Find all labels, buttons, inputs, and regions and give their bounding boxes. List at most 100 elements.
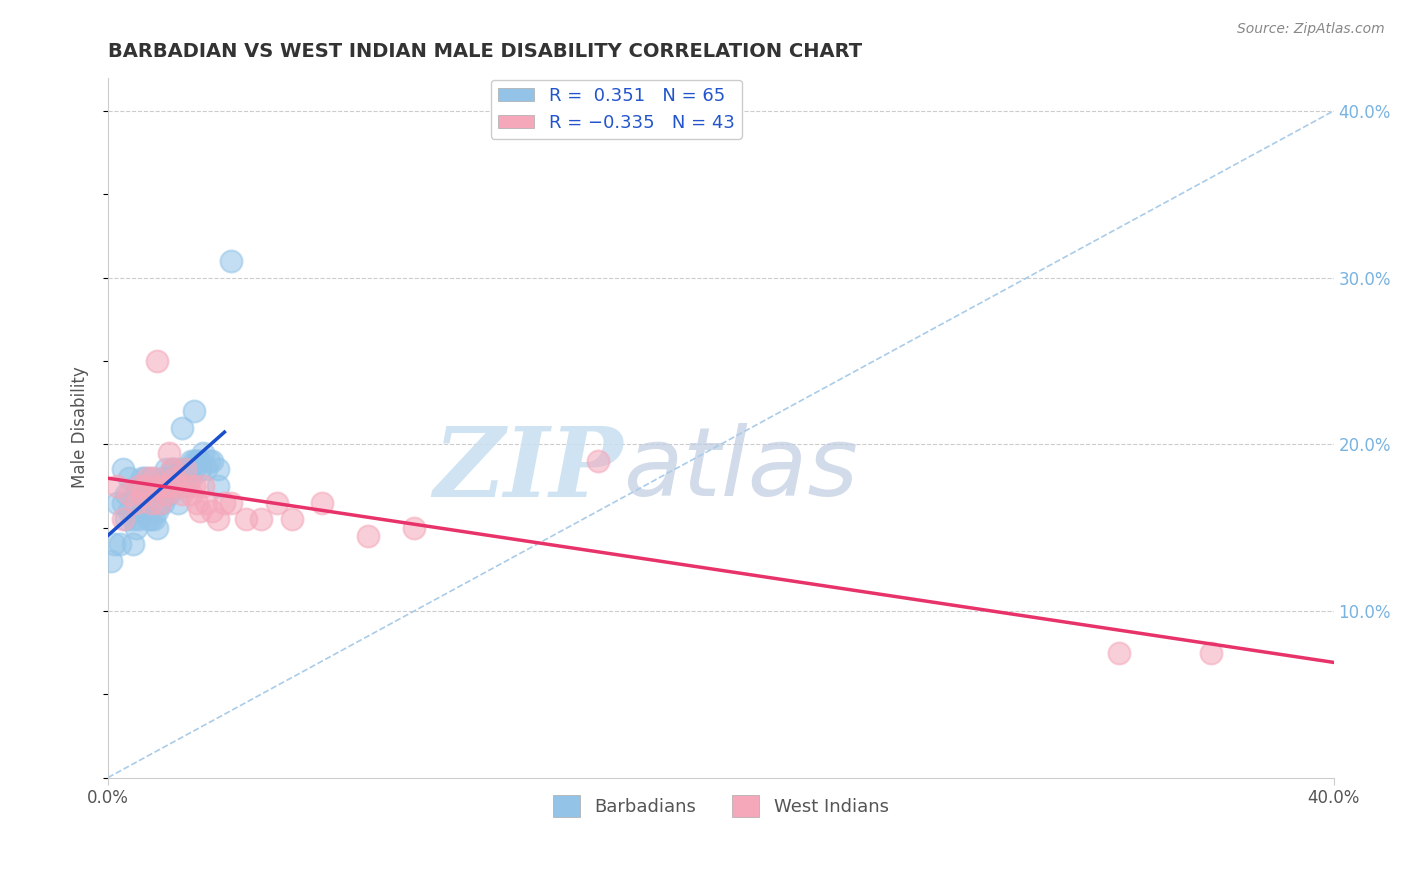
Point: [1108, 646, 1130, 660]
Point: [183, 404, 205, 418]
Point: [176, 479, 198, 493]
Point: [162, 479, 184, 493]
Point: [195, 495, 218, 509]
Point: [136, 512, 159, 526]
Point: [139, 512, 162, 526]
Point: [173, 479, 195, 493]
Point: [155, 487, 177, 501]
Point: [139, 495, 162, 509]
Text: ZIP: ZIP: [433, 423, 623, 516]
Point: [121, 537, 143, 551]
Point: [357, 529, 380, 543]
Y-axis label: Male Disability: Male Disability: [72, 367, 89, 489]
Point: [173, 462, 195, 476]
Point: [112, 462, 135, 476]
Point: [183, 462, 205, 476]
Point: [121, 512, 143, 526]
Text: atlas: atlas: [623, 423, 858, 516]
Point: [167, 479, 190, 493]
Point: [162, 462, 184, 476]
Point: [149, 479, 172, 493]
Point: [115, 487, 138, 501]
Point: [281, 512, 304, 526]
Point: [118, 504, 141, 518]
Point: [207, 512, 229, 526]
Point: [250, 512, 273, 526]
Point: [110, 537, 132, 551]
Point: [149, 495, 172, 509]
Point: [105, 495, 128, 509]
Point: [173, 462, 195, 476]
Point: [103, 537, 125, 551]
Point: [165, 470, 187, 484]
Point: [186, 454, 208, 468]
Point: [131, 470, 153, 484]
Point: [188, 454, 211, 468]
Text: Source: ZipAtlas.com: Source: ZipAtlas.com: [1237, 22, 1385, 37]
Point: [186, 454, 208, 468]
Point: [157, 479, 180, 493]
Point: [134, 479, 156, 493]
Point: [155, 462, 177, 476]
Point: [201, 504, 224, 518]
Point: [118, 487, 141, 501]
Point: [180, 454, 202, 468]
Point: [115, 512, 138, 526]
Point: [198, 454, 221, 468]
Point: [124, 495, 146, 509]
Point: [180, 487, 202, 501]
Point: [176, 462, 198, 476]
Point: [139, 470, 162, 484]
Point: [131, 487, 153, 501]
Point: [128, 479, 150, 493]
Point: [170, 420, 193, 434]
Point: [207, 479, 229, 493]
Point: [142, 479, 165, 493]
Point: [142, 512, 165, 526]
Legend: Barbadians, West Indians: Barbadians, West Indians: [546, 788, 896, 824]
Point: [131, 504, 153, 518]
Point: [157, 445, 180, 459]
Text: BARBADIAN VS WEST INDIAN MALE DISABILITY CORRELATION CHART: BARBADIAN VS WEST INDIAN MALE DISABILITY…: [108, 42, 862, 61]
Point: [183, 479, 205, 493]
Point: [201, 454, 224, 468]
Point: [170, 487, 193, 501]
Point: [152, 479, 174, 493]
Point: [146, 479, 169, 493]
Point: [266, 495, 288, 509]
Point: [1199, 646, 1222, 660]
Point: [586, 454, 609, 468]
Point: [235, 512, 257, 526]
Point: [146, 354, 169, 368]
Point: [105, 479, 128, 493]
Point: [188, 504, 211, 518]
Point: [134, 495, 156, 509]
Point: [134, 470, 156, 484]
Point: [219, 254, 242, 268]
Point: [311, 495, 333, 509]
Point: [152, 470, 174, 484]
Point: [149, 495, 172, 509]
Point: [157, 487, 180, 501]
Point: [128, 512, 150, 526]
Point: [191, 479, 214, 493]
Point: [136, 470, 159, 484]
Point: [124, 520, 146, 534]
Point: [183, 454, 205, 468]
Point: [146, 520, 169, 534]
Point: [165, 470, 187, 484]
Point: [167, 495, 190, 509]
Point: [157, 470, 180, 484]
Point: [167, 479, 190, 493]
Point: [404, 520, 426, 534]
Point: [152, 495, 174, 509]
Point: [180, 470, 202, 484]
Point: [186, 495, 208, 509]
Point: [188, 462, 211, 476]
Point: [112, 512, 135, 526]
Point: [207, 462, 229, 476]
Point: [170, 462, 193, 476]
Point: [124, 487, 146, 501]
Point: [155, 487, 177, 501]
Point: [165, 462, 187, 476]
